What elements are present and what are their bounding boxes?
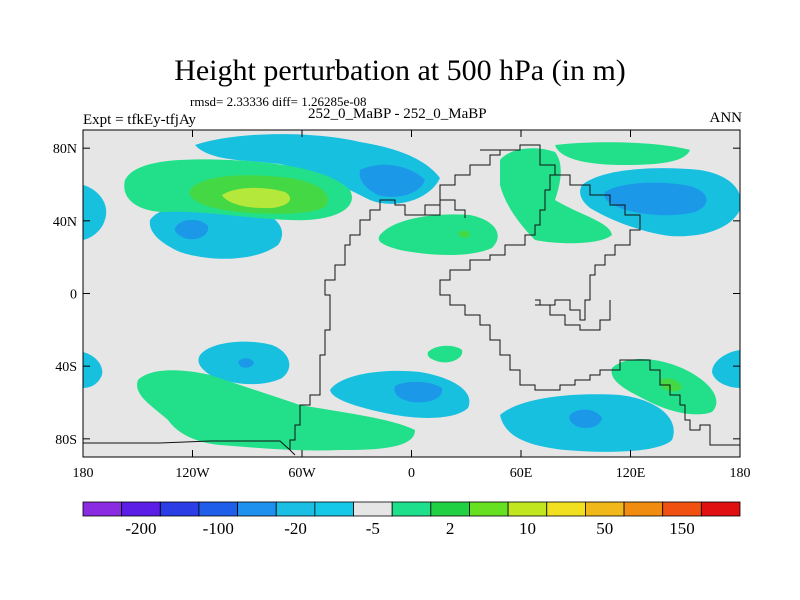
map-title: Height perturbation at 500 hPa (in m) (174, 54, 626, 87)
coastline-asia-east (535, 174, 641, 321)
contour-green-europe-core (458, 230, 470, 238)
colorbar-label: 10 (519, 519, 536, 538)
colorbar-swatch (237, 501, 277, 517)
colorbar-label: 50 (596, 519, 613, 538)
lon-tick-label: 120E (616, 466, 646, 481)
colorbar-label: -5 (366, 519, 380, 538)
colorbar-swatch (159, 501, 200, 517)
latitude-axis: 80N 40N 0 40S 80S (53, 142, 740, 448)
colorbar-swatch (662, 501, 702, 517)
contour-blue-south-indian-core (569, 409, 602, 428)
colorbar-swatch (121, 501, 161, 517)
lat-tick-label: 0 (70, 288, 77, 303)
contour-blue-east-edge-s (712, 350, 740, 388)
coastline-americas (289, 149, 501, 450)
coastline-eurasia (439, 144, 615, 391)
contour-blue-midlat-core (174, 219, 209, 240)
coastline-australia (615, 359, 740, 446)
colorbar-swatch (507, 501, 548, 517)
colorbar-swatch (585, 501, 625, 517)
colorbar-swatch (275, 501, 316, 517)
contour-green-tropical-atl (427, 345, 463, 363)
lon-tick-label: 120W (175, 466, 210, 481)
colorbar-label: -100 (203, 519, 234, 538)
lon-tick-label: 60E (510, 466, 533, 481)
contour-blue-north-pacific-core (604, 182, 707, 216)
colorbar-swatch (623, 501, 664, 517)
contour-blue-north-core (359, 164, 425, 197)
colorbar-label: 150 (669, 519, 695, 538)
contour-green-siberia (500, 148, 612, 244)
colorbar-label: -200 (125, 519, 156, 538)
coastline-asia-detail (425, 199, 466, 218)
contour-green-arctic-east (555, 142, 690, 165)
contour-blue-west-edge-s (83, 352, 103, 388)
season-label: ANN (709, 110, 743, 126)
lon-tick-label: 180 (730, 466, 751, 481)
lon-tick-label: 180 (73, 466, 94, 481)
experiment-label: Expt = tfkEy-tfjAy (83, 112, 196, 128)
colorbar-label: -20 (284, 519, 307, 538)
contour-yellow-north (222, 187, 291, 209)
contour-green-australia-core (660, 378, 682, 392)
coastline-antarctica (83, 440, 296, 456)
colorbar-swatch (546, 501, 586, 517)
coastline-se-asia (535, 300, 611, 331)
colorbar-swatch (82, 501, 123, 517)
colorbar-swatch (198, 501, 238, 517)
colorbar-swatch (391, 501, 432, 517)
longitude-axis: 180 120W 60W 0 60E 120E 180 (73, 130, 751, 481)
colorbar-swatch (430, 501, 470, 517)
contour-blue-west-edge-n (83, 185, 107, 240)
contour-green-europe (378, 214, 498, 255)
colorbar-swatch (700, 501, 741, 517)
colorbar-swatch (314, 501, 354, 517)
colorbar-swatch (353, 501, 393, 517)
lon-tick-label: 60W (288, 466, 316, 481)
contour-green-south-band (137, 370, 415, 451)
contour-blue-south-atl-core (394, 381, 443, 403)
center-label: 252_0_MaBP - 252_0_MaBP (308, 106, 487, 122)
colorbar-swatch (469, 501, 509, 517)
colorbar: -200 -100 -20 -5 2 10 50 150 (82, 501, 741, 538)
contour-blue-south-pacific-core (238, 358, 254, 368)
colorbar-label: 2 (446, 519, 455, 538)
lat-tick-label: 40S (55, 360, 77, 375)
lon-tick-label: 0 (408, 466, 415, 481)
rmsd-stats: rmsd= 2.33336 diff= 1.26285e-08 (190, 94, 367, 109)
lat-tick-label: 80S (55, 433, 77, 448)
lat-tick-label: 80N (53, 142, 77, 157)
lat-tick-label: 40N (53, 215, 77, 230)
map-field (83, 130, 740, 457)
